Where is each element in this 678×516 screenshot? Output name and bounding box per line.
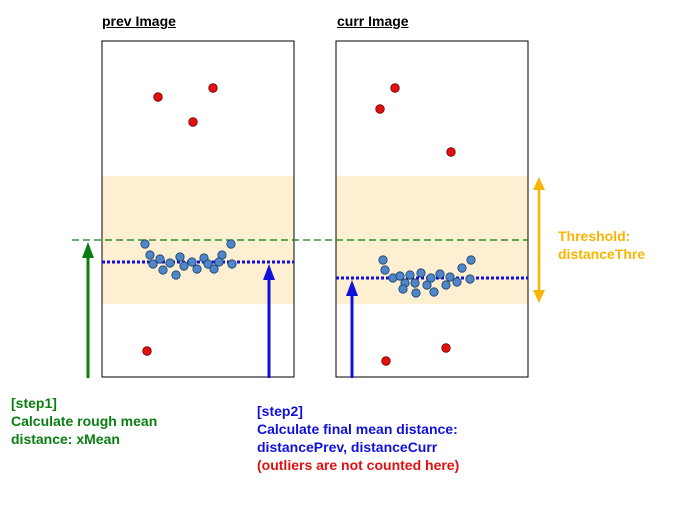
inlier-point xyxy=(457,263,467,273)
inlier-point xyxy=(435,269,445,279)
inlier-point xyxy=(405,270,415,280)
inlier-point xyxy=(380,265,390,275)
step1-note: [step1] Calculate rough mean distance: x… xyxy=(11,394,157,448)
outlier-point xyxy=(375,104,385,114)
inlier-point xyxy=(441,280,451,290)
inlier-point xyxy=(429,287,439,297)
outlier-point xyxy=(441,343,451,353)
prev-points xyxy=(140,83,237,356)
curr-image-frame xyxy=(335,40,529,378)
threshold-arrow xyxy=(533,177,545,303)
step2-line2: Calculate final mean distance: xyxy=(257,421,458,437)
step1-line2: Calculate rough mean xyxy=(11,413,158,429)
inlier-point xyxy=(209,264,219,274)
inlier-point xyxy=(452,277,462,287)
inlier-point xyxy=(445,272,455,282)
inlier-point xyxy=(226,239,236,249)
outlier-point xyxy=(381,356,391,366)
inlier-point xyxy=(426,273,436,283)
inlier-point xyxy=(411,288,421,298)
step1-arrow xyxy=(82,242,94,378)
inlier-point xyxy=(175,252,185,262)
outlier-point xyxy=(208,83,218,93)
step2-arrow-prev xyxy=(263,264,275,378)
threshold-label-line2: distanceThre xyxy=(558,246,646,262)
inlier-point xyxy=(171,270,181,280)
inlier-point xyxy=(192,264,202,274)
inlier-point xyxy=(203,259,213,269)
inlier-point xyxy=(398,284,408,294)
outlier-point xyxy=(153,92,163,102)
inlier-point xyxy=(395,271,405,281)
inlier-point xyxy=(466,255,476,265)
step2-outlier-note: (outliers are not counted here) xyxy=(257,457,460,473)
prev-image-title: prev Image xyxy=(102,13,176,29)
outlier-point xyxy=(390,83,400,93)
inlier-point xyxy=(155,254,165,264)
step2-arrow-curr xyxy=(346,280,358,378)
inlier-point xyxy=(140,239,150,249)
inlier-point xyxy=(165,258,175,268)
curr-points xyxy=(375,83,476,366)
inlier-point xyxy=(465,274,475,284)
inlier-point xyxy=(416,268,426,278)
inlier-point xyxy=(422,280,432,290)
step1-line3: distance: xMean xyxy=(11,431,120,447)
threshold-label: Threshold: distanceThre xyxy=(558,227,645,263)
inlier-point xyxy=(145,250,155,260)
threshold-label-line1: Threshold: xyxy=(558,228,631,244)
step2-line3: distancePrev, distanceCurr xyxy=(257,439,438,455)
inlier-point xyxy=(187,257,197,267)
outlier-point xyxy=(188,117,198,127)
inlier-point xyxy=(227,259,237,269)
inlier-point xyxy=(148,259,158,269)
inlier-point xyxy=(410,278,420,288)
inlier-point xyxy=(378,255,388,265)
inlier-point xyxy=(158,265,168,275)
step2-note: [step2] Calculate final mean distance: d… xyxy=(257,402,459,474)
inlier-point xyxy=(179,261,189,271)
step2-heading: [step2] xyxy=(257,403,303,419)
outlier-point xyxy=(142,346,152,356)
outlier-point xyxy=(446,147,456,157)
step1-heading: [step1] xyxy=(11,395,57,411)
curr-image-title: curr Image xyxy=(337,13,409,29)
prev-image-frame xyxy=(101,40,295,378)
inlier-point xyxy=(214,257,224,267)
